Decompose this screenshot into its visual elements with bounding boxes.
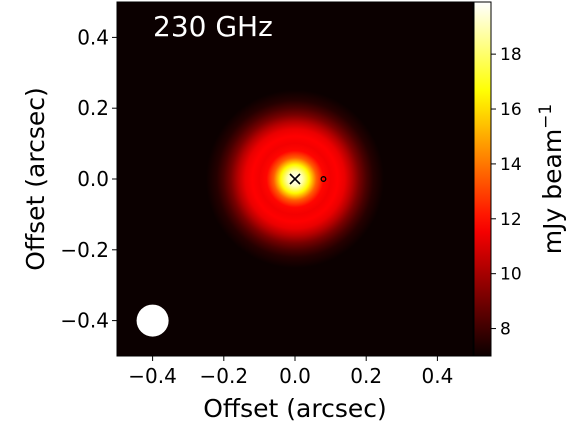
colorbar-tick-label: 16 — [500, 100, 522, 120]
x-tick-label: 0.4 — [421, 364, 453, 388]
colorbar-ticks: 8 10 12 14 16 18 — [491, 45, 522, 340]
colorbar-tick-label: 8 — [500, 320, 511, 340]
colorbar-label-unit: mJy beam — [538, 129, 567, 254]
colorbar-tick-label: 10 — [500, 265, 522, 285]
y-tick-label: 0.0 — [77, 167, 109, 191]
plot-area: 230 GHz — [116, 1, 474, 357]
colorbar-tick-label: 12 — [500, 210, 522, 230]
colorbar-label-exponent: −1 — [536, 104, 556, 129]
x-tick-label: −0.2 — [200, 364, 249, 388]
y-axis-label: Offset (arcsec) — [21, 87, 50, 271]
colorbar-tick-label: 14 — [500, 155, 522, 175]
center-cross-marker — [289, 173, 301, 185]
colorbar: 8 10 12 14 16 18 mJy beam−1 — [473, 1, 567, 357]
y-tick-label: −0.4 — [60, 309, 109, 333]
x-tick-label: 0.0 — [279, 364, 311, 388]
x-axis-label: Offset (arcsec) — [203, 394, 387, 423]
panel-label: 230 GHz — [153, 10, 273, 43]
y-tick-label: 0.4 — [77, 25, 109, 49]
colorbar-frame — [473, 1, 492, 357]
y-axis: −0.4 −0.2 0.0 0.2 0.4 — [60, 25, 117, 333]
x-tick-label: −0.4 — [128, 364, 177, 388]
y-tick-label: −0.2 — [60, 238, 109, 262]
colorbar-tick-label: 18 — [500, 45, 522, 65]
companion-point-marker — [320, 176, 327, 182]
colorbar-label: mJy beam−1 — [536, 104, 567, 254]
x-axis: −0.4 −0.2 0.0 0.2 0.4 — [128, 356, 453, 388]
x-tick-label: 0.2 — [350, 364, 382, 388]
colorbar-scale — [474, 2, 491, 356]
beam-ellipse — [136, 304, 169, 337]
y-tick-label: 0.2 — [77, 96, 109, 120]
